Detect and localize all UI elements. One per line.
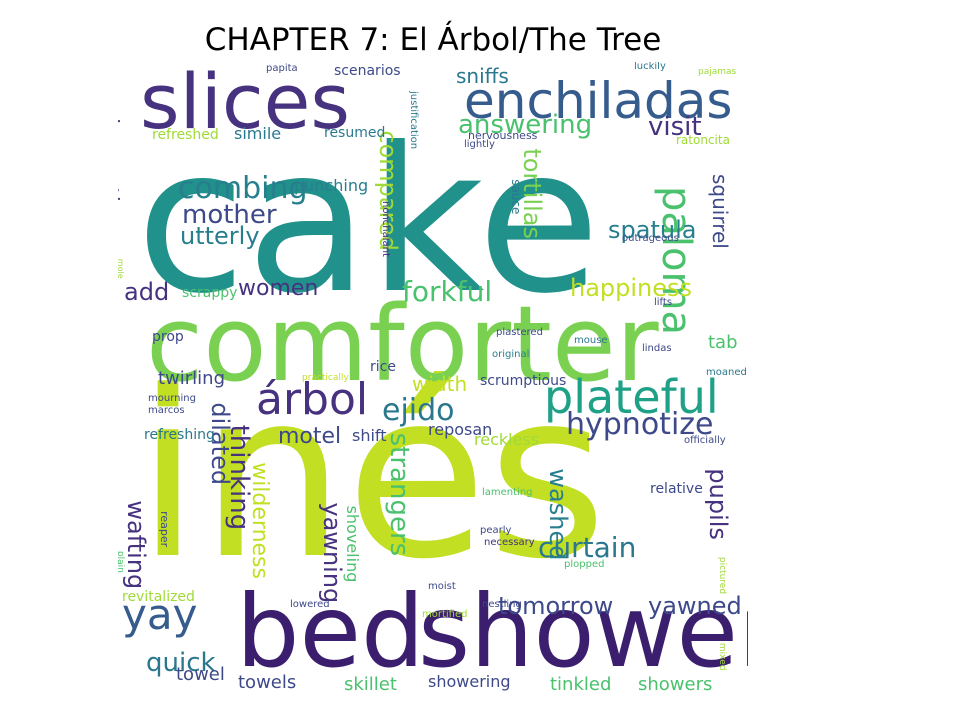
cloud-word-tortillas: tortillas <box>518 148 546 239</box>
cloud-word-mother: mother <box>182 200 277 230</box>
cloud-word-lifts: lifts <box>654 297 673 308</box>
cloud-word-add: add <box>124 278 170 306</box>
cloud-word-scrumptious: scrumptious <box>480 373 567 389</box>
cloud-word-paloma: paloma <box>653 186 699 335</box>
cloud-word-towel: towel <box>176 664 225 685</box>
cloud-word-comforter: comforter <box>146 283 659 405</box>
cloud-word-pearly: pearly <box>480 525 512 536</box>
cloud-word-visit: visit <box>648 112 702 142</box>
cloud-word-lowered: lowered <box>290 599 330 610</box>
cloud-word-sniffs: sniffs <box>456 64 509 88</box>
cloud-word-lindas: lindas <box>642 343 672 354</box>
cloud-word-justification: justification <box>408 91 419 150</box>
cloud-word-squirrel: squirrel <box>708 174 732 249</box>
cloud-word-simile: simile <box>234 124 282 143</box>
cloud-word-punching: punching <box>294 176 369 195</box>
cloud-word-moaned: moaned <box>706 367 747 378</box>
cloud-word-yay: yay <box>122 590 198 639</box>
cloud-word-mixed: mixed <box>717 642 727 671</box>
cloud-word-plopped: plopped <box>564 559 605 570</box>
cloud-word-cake: cake <box>136 105 601 338</box>
cloud-word-plateful: plateful <box>544 370 719 424</box>
cloud-word-yawning: yawning <box>318 502 346 604</box>
cloud-word-answering: answering <box>458 110 593 140</box>
cloud-word-tomorrow: tomorrow <box>498 592 614 620</box>
cloud-word-ejido: ejido <box>382 393 455 428</box>
cloud-word-washed: washed <box>544 468 572 561</box>
cloud-word-combing: combing <box>178 171 308 206</box>
cloud-word-árbol: árbol <box>256 374 369 425</box>
cloud-word-tinkled: tinkled <box>550 674 612 693</box>
cloud-word-lightly: lightly <box>464 139 495 150</box>
cloud-word-shoveling: shoveling <box>343 505 362 583</box>
cloud-word-quick: quick <box>146 648 216 678</box>
cloud-word-moist: moist <box>428 581 456 592</box>
cloud-word-wilderness: wilderness <box>247 462 272 579</box>
cloud-word-spatula: spatula <box>608 216 697 244</box>
cloud-word-refreshing: refreshing <box>144 427 215 443</box>
cloud-word-nervousness: nervousness <box>468 129 538 142</box>
cloud-word-happiness: happiness <box>570 274 693 302</box>
cloud-word-outrageous: outrageous <box>622 233 679 244</box>
cloud-word-women: women <box>238 276 319 301</box>
cloud-word-zaragoza: zaragoza <box>118 382 124 492</box>
cloud-word-mourning: mourning <box>148 393 196 404</box>
cloud-word-reckless: reckless <box>474 430 540 449</box>
cloud-word-officially: officially <box>684 435 726 446</box>
cloud-word-plastered: plastered <box>496 327 543 338</box>
cloud-word-motel: motel <box>278 424 342 449</box>
cloud-word-mouse: mouse <box>574 335 608 346</box>
cloud-word-pupils: pupils <box>704 468 732 540</box>
cloud-word-sauce: sauce <box>509 179 523 215</box>
cloud-word-slices: slices <box>140 62 350 146</box>
cloud-word-rice: rice <box>370 359 396 375</box>
cloud-word-resumed: resumed <box>324 125 386 141</box>
cloud-word-scenarios: scenarios <box>334 63 401 79</box>
cloud-word-hypnotize: hypnotize <box>566 407 714 442</box>
cloud-word-lamenting: lamenting <box>482 487 533 498</box>
cloud-word-reposan: reposan <box>428 420 493 439</box>
word-cloud: cake inés comforter bed shower slices enchilad… <box>118 62 748 692</box>
cloud-word-shift: shift <box>352 426 387 445</box>
cloud-word-mole: mole <box>118 258 125 279</box>
cloud-word-curtain: curtain <box>538 531 637 564</box>
cloud-word-enchiladas: enchiladas <box>464 72 733 130</box>
cloud-word-papita: papita <box>266 63 298 74</box>
cloud-word-nonchalant: nonchalant <box>380 201 391 257</box>
cloud-word-marcos: marcos <box>148 405 185 416</box>
cloud-word-plain: plain <box>118 550 125 573</box>
cloud-word-nestling: nestling <box>482 599 522 610</box>
cloud-word-underneath: underneath <box>118 82 122 210</box>
cloud-word-yawned: yawned <box>648 592 742 620</box>
cloud-word-towels: towels <box>238 672 297 692</box>
cloud-word-mortified: mortified <box>422 609 468 620</box>
cloud-word-relative: relative <box>650 481 703 497</box>
cloud-word-pajamas: pajamas <box>698 67 737 77</box>
cloud-word-wafting: wafting <box>122 500 150 590</box>
cloud-word-refreshed: refreshed <box>152 127 219 143</box>
cloud-word-prop: prop <box>152 329 184 345</box>
cloud-word-strangers: strangers <box>384 432 414 557</box>
cloud-word-reaper: reaper <box>158 511 171 548</box>
chart-title: CHAPTER 7: El Árbol/The Tree <box>204 22 662 58</box>
cloud-word-twirling: twirling <box>158 368 226 389</box>
cloud-word-pictured: pictured <box>717 556 727 595</box>
cloud-word-forkful: forkful <box>402 275 493 308</box>
cloud-word-practically: practically <box>302 373 349 383</box>
cloud-word-showering: showering <box>428 672 511 691</box>
cloud-word-utterly: utterly <box>180 222 260 250</box>
cloud-word-luckily: luckily <box>634 62 666 72</box>
cloud-word-shower: shower <box>418 573 748 690</box>
cloud-word-original: original <box>492 349 530 360</box>
cloud-word-showers: showers <box>638 674 713 693</box>
cloud-word-skillet: skillet <box>344 674 397 693</box>
cloud-word-width: width <box>412 372 468 396</box>
cloud-word-necessary: necessary <box>484 537 535 548</box>
cloud-word-inés: inés <box>136 343 608 610</box>
cloud-word-tab: tab <box>708 332 738 353</box>
cloud-word-bed: bed <box>236 573 425 690</box>
cloud-word-revitalized: revitalized <box>122 589 195 605</box>
cloud-word-ratoncita: ratoncita <box>676 133 730 147</box>
cloud-word-scrappy: scrappy <box>182 285 238 301</box>
